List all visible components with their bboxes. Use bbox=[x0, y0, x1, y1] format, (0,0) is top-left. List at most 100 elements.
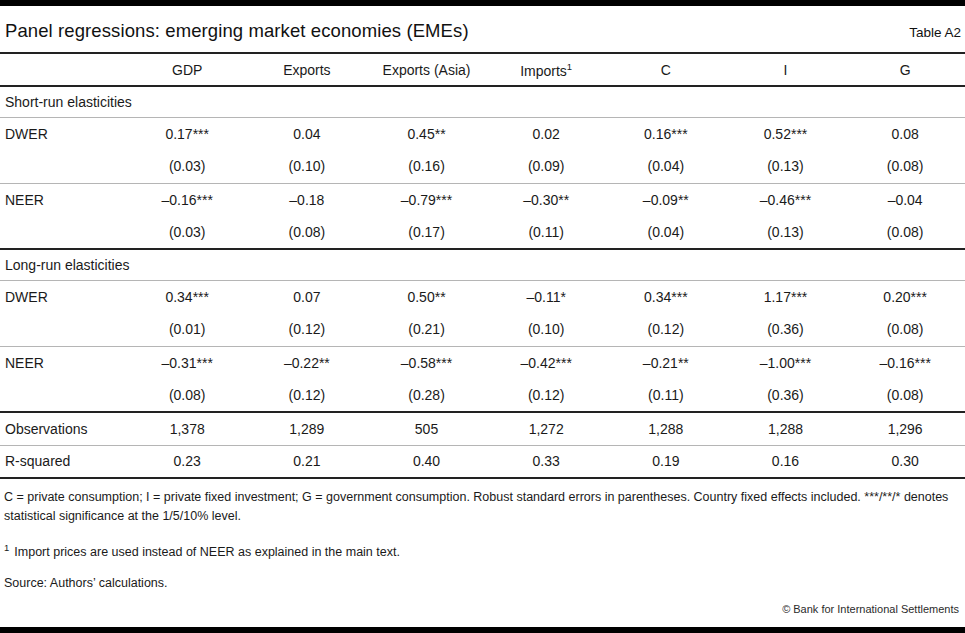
coefficient-cell: 0.17*** bbox=[127, 117, 247, 150]
standard-error-cell: (0.12) bbox=[247, 379, 367, 412]
summary-value-cell: 1,289 bbox=[247, 412, 367, 445]
footnote-marker-icon: 1 bbox=[567, 61, 572, 72]
coefficient-cell: 1.17*** bbox=[726, 280, 846, 313]
regression-table: GDPExportsExports (Asia)Imports1CIG Shor… bbox=[0, 52, 965, 479]
standard-error-cell: (0.10) bbox=[247, 150, 367, 183]
coefficient-cell: –0.16*** bbox=[127, 183, 247, 216]
summary-row: Observations1,3781,2895051,2721,2881,288… bbox=[0, 412, 965, 445]
column-header-i: I bbox=[726, 53, 846, 86]
table-notes: C = private consumption; I = private fix… bbox=[0, 479, 965, 615]
standard-error-cell: (0.36) bbox=[726, 379, 846, 412]
standard-error-cell: (0.08) bbox=[127, 379, 247, 412]
standard-error-cell: (0.13) bbox=[726, 216, 846, 249]
standard-error-cell: (0.28) bbox=[367, 379, 487, 412]
standard-error-cell: (0.08) bbox=[845, 379, 965, 412]
standard-error-cell: (0.12) bbox=[247, 313, 367, 346]
standard-error-cell: (0.13) bbox=[726, 150, 846, 183]
coefficient-cell: –0.30** bbox=[486, 183, 606, 216]
standard-error-row: (0.08)(0.12)(0.28)(0.12)(0.11)(0.36)(0.0… bbox=[0, 379, 965, 412]
general-note: C = private consumption; I = private fix… bbox=[4, 488, 961, 527]
standard-error-cell: (0.10) bbox=[486, 313, 606, 346]
standard-error-cell: (0.08) bbox=[845, 150, 965, 183]
title-row: Panel regressions: emerging market econo… bbox=[0, 6, 965, 52]
standard-error-cell: (0.04) bbox=[606, 216, 726, 249]
standard-error-cell: (0.36) bbox=[726, 313, 846, 346]
coefficient-cell: –0.46*** bbox=[726, 183, 846, 216]
column-header-stub bbox=[0, 53, 127, 86]
coefficient-cell: –0.16*** bbox=[845, 346, 965, 379]
summary-row: R-squared0.230.210.400.330.190.160.30 bbox=[0, 445, 965, 478]
standard-error-cell: (0.01) bbox=[127, 313, 247, 346]
standard-error-cell: (0.08) bbox=[845, 313, 965, 346]
summary-value-cell: 1,272 bbox=[486, 412, 606, 445]
coefficient-row: DWER0.34***0.070.50**–0.11*0.34***1.17**… bbox=[0, 280, 965, 313]
column-header-label: Imports bbox=[520, 62, 567, 78]
summary-value-cell: 1,296 bbox=[845, 412, 965, 445]
summary-value-cell: 0.33 bbox=[486, 445, 606, 478]
row-label-empty bbox=[0, 216, 127, 249]
section-header-row: Short-run elasticities bbox=[0, 86, 965, 117]
row-label: NEER bbox=[0, 183, 127, 216]
table-title: Panel regressions: emerging market econo… bbox=[5, 20, 469, 42]
coefficient-cell: 0.52*** bbox=[726, 117, 846, 150]
summary-value-cell: 1,288 bbox=[726, 412, 846, 445]
standard-error-row: (0.03)(0.08)(0.17)(0.11)(0.04)(0.13)(0.0… bbox=[0, 216, 965, 249]
summary-value-cell: 1,378 bbox=[127, 412, 247, 445]
coefficient-cell: 0.34*** bbox=[127, 280, 247, 313]
coefficient-cell: 0.02 bbox=[486, 117, 606, 150]
column-header-label: C bbox=[661, 62, 671, 78]
coefficient-cell: 0.50** bbox=[367, 280, 487, 313]
coefficient-row: DWER0.17***0.040.45**0.020.16***0.52***0… bbox=[0, 117, 965, 150]
standard-error-cell: (0.08) bbox=[845, 216, 965, 249]
column-header-gdp: GDP bbox=[127, 53, 247, 86]
table-number: Table A2 bbox=[909, 25, 961, 40]
footnote-1-text: Import prices are used instead of NEER a… bbox=[14, 545, 400, 559]
row-label-empty bbox=[0, 150, 127, 183]
standard-error-cell: (0.11) bbox=[486, 216, 606, 249]
coefficient-cell: 0.45** bbox=[367, 117, 487, 150]
standard-error-cell: (0.11) bbox=[606, 379, 726, 412]
standard-error-cell: (0.08) bbox=[247, 216, 367, 249]
row-label-empty bbox=[0, 379, 127, 412]
standard-error-row: (0.01)(0.12)(0.21)(0.10)(0.12)(0.36)(0.0… bbox=[0, 313, 965, 346]
summary-value-cell: 0.21 bbox=[247, 445, 367, 478]
column-header-label: GDP bbox=[172, 62, 202, 78]
column-header-c: C bbox=[606, 53, 726, 86]
summary-value-cell: 505 bbox=[367, 412, 487, 445]
row-label: DWER bbox=[0, 280, 127, 313]
summary-value-cell: 1,288 bbox=[606, 412, 726, 445]
row-label: NEER bbox=[0, 346, 127, 379]
coefficient-cell: –0.11* bbox=[486, 280, 606, 313]
row-label-empty bbox=[0, 313, 127, 346]
standard-error-cell: (0.16) bbox=[367, 150, 487, 183]
footnote-1: 1Import prices are used instead of NEER … bbox=[4, 542, 961, 559]
copyright-note: © Bank for International Settlements bbox=[4, 603, 961, 615]
table-header-row: GDPExportsExports (Asia)Imports1CIG bbox=[0, 53, 965, 86]
summary-row-label: R-squared bbox=[0, 445, 127, 478]
coefficient-cell: –0.31*** bbox=[127, 346, 247, 379]
standard-error-cell: (0.17) bbox=[367, 216, 487, 249]
coefficient-cell: –0.21** bbox=[606, 346, 726, 379]
column-header-label: G bbox=[900, 62, 911, 78]
section-label: Long-run elasticities bbox=[0, 249, 965, 280]
coefficient-cell: 0.20*** bbox=[845, 280, 965, 313]
coefficient-cell: –1.00*** bbox=[726, 346, 846, 379]
column-header-exports: Exports bbox=[247, 53, 367, 86]
summary-value-cell: 0.23 bbox=[127, 445, 247, 478]
standard-error-cell: (0.03) bbox=[127, 150, 247, 183]
coefficient-cell: 0.08 bbox=[845, 117, 965, 150]
coefficient-cell: –0.79*** bbox=[367, 183, 487, 216]
coefficient-cell: 0.07 bbox=[247, 280, 367, 313]
coefficient-cell: 0.34*** bbox=[606, 280, 726, 313]
coefficient-row: NEER–0.31***–0.22**–0.58***–0.42***–0.21… bbox=[0, 346, 965, 379]
source-note: Source: Authors’ calculations. bbox=[4, 576, 961, 590]
summary-value-cell: 0.19 bbox=[606, 445, 726, 478]
coefficient-cell: –0.04 bbox=[845, 183, 965, 216]
coefficient-cell: –0.22** bbox=[247, 346, 367, 379]
section-header-row: Long-run elasticities bbox=[0, 249, 965, 280]
section-label: Short-run elasticities bbox=[0, 86, 965, 117]
summary-value-cell: 0.40 bbox=[367, 445, 487, 478]
column-header-label: I bbox=[784, 62, 788, 78]
standard-error-cell: (0.12) bbox=[486, 379, 606, 412]
coefficient-cell: 0.16*** bbox=[606, 117, 726, 150]
